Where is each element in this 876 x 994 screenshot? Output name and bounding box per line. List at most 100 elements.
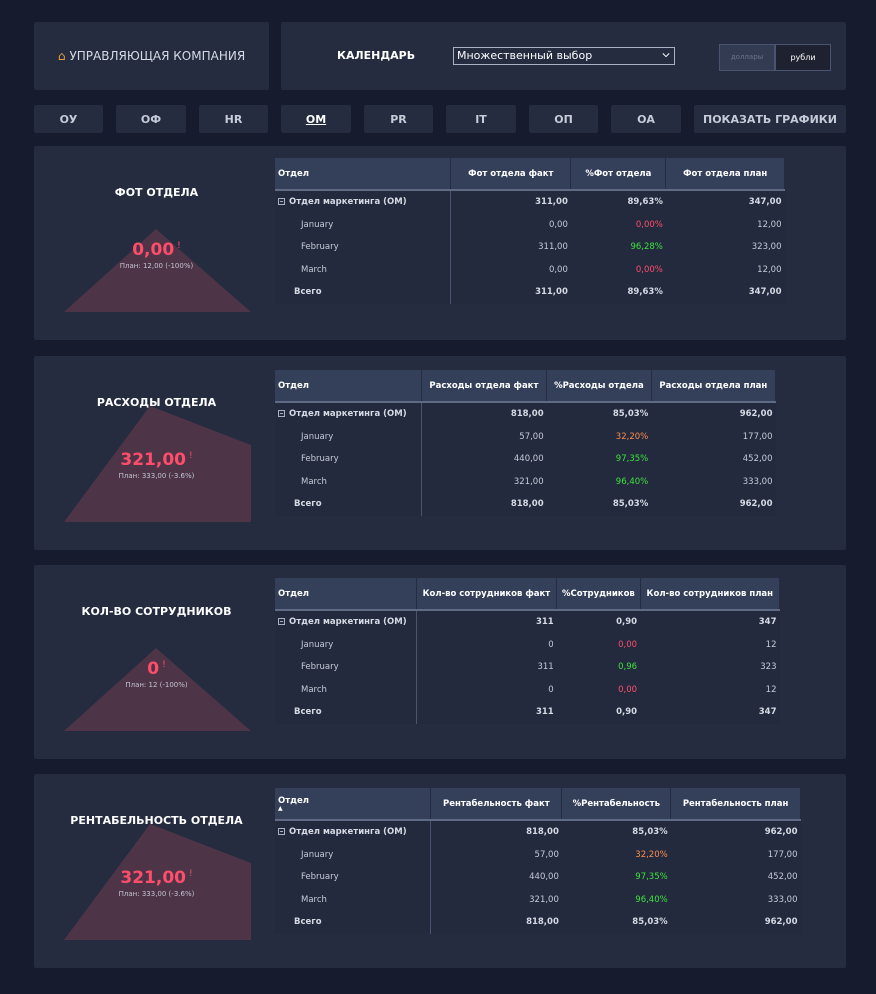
plan-cell: 333,00: [651, 470, 776, 493]
tab-om[interactable]: ОМ: [281, 105, 351, 133]
total-row: Всего 311,00 89,63% 347,00: [275, 281, 785, 304]
row-label: February: [275, 236, 452, 259]
column-header[interactable]: Кол-во сотрудников факт: [416, 578, 558, 611]
currency-usd-button[interactable]: доллары: [719, 44, 775, 71]
tab-ou[interactable]: ОУ: [34, 105, 103, 133]
fact-cell: 818,00: [421, 493, 547, 516]
fact-cell: 0: [416, 633, 557, 656]
row-label: Всего: [275, 281, 452, 304]
tab-hr[interactable]: HR: [199, 105, 268, 133]
column-header[interactable]: %Фот отдела: [570, 158, 667, 191]
company-label: УПРАВЛЯЮЩАЯ КОМПАНИЯ: [69, 49, 246, 63]
kpi-value-text: 321,00: [120, 450, 186, 470]
section-title: КОЛ-ВО СОТРУДНИКОВ: [81, 605, 232, 618]
column-header[interactable]: Отдел: [275, 370, 422, 403]
kpi-triangle-shape: [64, 648, 251, 731]
pct-cell: 89,63%: [570, 190, 666, 214]
fact-cell: 57,00: [421, 425, 547, 448]
pct-cell: 0,00: [556, 633, 641, 656]
column-header[interactable]: Отдел ▲: [275, 788, 432, 821]
table-row: March 0 0,00 12: [275, 678, 780, 701]
row-label: Отдел маркетинга (ОМ): [289, 197, 407, 208]
tab-op[interactable]: ОП: [529, 105, 598, 133]
plan-cell: 962,00: [670, 820, 801, 844]
column-header[interactable]: Фот отдела план: [665, 158, 785, 191]
collapse-icon[interactable]: [278, 410, 285, 418]
plan-cell: 962,00: [651, 402, 776, 426]
collapse-icon[interactable]: [278, 618, 285, 626]
column-header[interactable]: %Расходы отдела: [546, 370, 652, 403]
tab-label: ОА: [637, 112, 655, 126]
table-row: Отдел маркетинга (ОМ) 311 0,90 347: [275, 610, 780, 634]
collapse-icon[interactable]: [278, 828, 285, 836]
table-row: Отдел маркетинга (ОМ) 818,00 85,03% 962,…: [275, 820, 801, 844]
sort-ascending-icon: ▲: [278, 804, 283, 812]
column-header[interactable]: Расходы отдела план: [651, 370, 777, 403]
plan-cell: 12,00: [665, 258, 785, 281]
column-header[interactable]: Расходы отдела факт: [421, 370, 548, 403]
kpi-shape: [64, 406, 251, 522]
collapse-icon[interactable]: [278, 198, 285, 206]
pct-cell: 85,03%: [561, 911, 671, 934]
column-header[interactable]: %Рентабельность: [561, 788, 672, 821]
pct-cell: 85,03%: [546, 493, 652, 516]
column-header[interactable]: Фот отдела факт: [450, 158, 572, 191]
warning-flag: !: [162, 660, 166, 671]
table-row: January 57,00 32,20% 177,00: [275, 843, 801, 866]
table-row: February 440,00 97,35% 452,00: [275, 448, 776, 471]
warning-flag: !: [177, 241, 181, 252]
row-label: January: [275, 425, 422, 448]
column-header[interactable]: Кол-во сотрудников план: [640, 578, 781, 611]
tab-it[interactable]: IT: [446, 105, 516, 133]
calendar-label: КАЛЕНДАРЬ: [337, 49, 416, 62]
column-header[interactable]: Отдел: [275, 158, 452, 191]
column-header[interactable]: %Сотрудников: [556, 578, 641, 611]
kpi-plan: План: 12 (-100%): [125, 681, 188, 689]
tab-label: PR: [390, 112, 407, 126]
plan-cell: 347,00: [665, 190, 785, 214]
pct-cell: 96,28%: [570, 236, 666, 259]
tab-label: IT: [475, 112, 487, 126]
kpi-value: 321,00!: [64, 868, 249, 888]
total-row: Всего 311 0,90 347: [275, 701, 780, 724]
section-title: РАСХОДЫ ОТДЕЛА: [96, 396, 217, 409]
pct-cell: 97,35%: [546, 448, 652, 471]
kpi-plan: План: 12,00 (-100%): [119, 262, 194, 270]
fact-cell: 321,00: [430, 888, 562, 911]
table-row: January 0 0,00 12: [275, 633, 780, 656]
total-row: Всего 818,00 85,03% 962,00: [275, 493, 776, 516]
house-icon: ⌂: [57, 49, 66, 63]
warning-flag: !: [189, 451, 193, 462]
table-row: February 311 0,96 323: [275, 656, 780, 679]
plan-cell: 12: [640, 633, 780, 656]
company-button[interactable]: ⌂ УПРАВЛЯЮЩАЯ КОМПАНИЯ: [34, 22, 269, 90]
section-profitability: РЕНТАБЕЛЬНОСТЬ ОТДЕЛА 321,00! План: 333,…: [34, 774, 846, 968]
kpi-value-text: 0: [147, 659, 160, 679]
tab-pr[interactable]: PR: [364, 105, 433, 133]
table-row: January 57,00 32,20% 177,00: [275, 425, 776, 448]
show-charts-button[interactable]: ПОКАЗАТЬ ГРАФИКИ: [694, 105, 846, 133]
calendar-dropdown[interactable]: Множественный выбор: [453, 47, 675, 65]
fact-cell: 0,00: [450, 213, 571, 236]
row-label: Всего: [275, 701, 417, 724]
column-header[interactable]: Рентабельность факт: [430, 788, 563, 821]
currency-rub-button[interactable]: рубли: [775, 44, 831, 71]
pct-cell: 0,90: [556, 701, 641, 724]
column-header[interactable]: Отдел: [275, 578, 417, 611]
table-row: January 0,00 0,00% 12,00: [275, 213, 785, 236]
column-header-label: Отдел: [278, 795, 310, 806]
fact-cell: 440,00: [421, 448, 547, 471]
plan-cell: 177,00: [670, 843, 801, 866]
column-header[interactable]: Рентабельность план: [670, 788, 801, 821]
pct-cell: 89,63%: [570, 281, 666, 304]
fact-cell: 440,00: [430, 866, 562, 889]
kpi-value-text: 0,00: [132, 240, 175, 260]
pct-cell: 0,00%: [570, 258, 666, 281]
tab-oa[interactable]: ОА: [611, 105, 681, 133]
pct-cell: 0,00%: [570, 213, 666, 236]
tab-of[interactable]: ОФ: [116, 105, 186, 133]
row-label: February: [275, 656, 417, 679]
tab-label: HR: [224, 112, 243, 126]
kpi-value-text: 321,00: [120, 868, 186, 888]
fact-cell: 311: [416, 701, 557, 724]
